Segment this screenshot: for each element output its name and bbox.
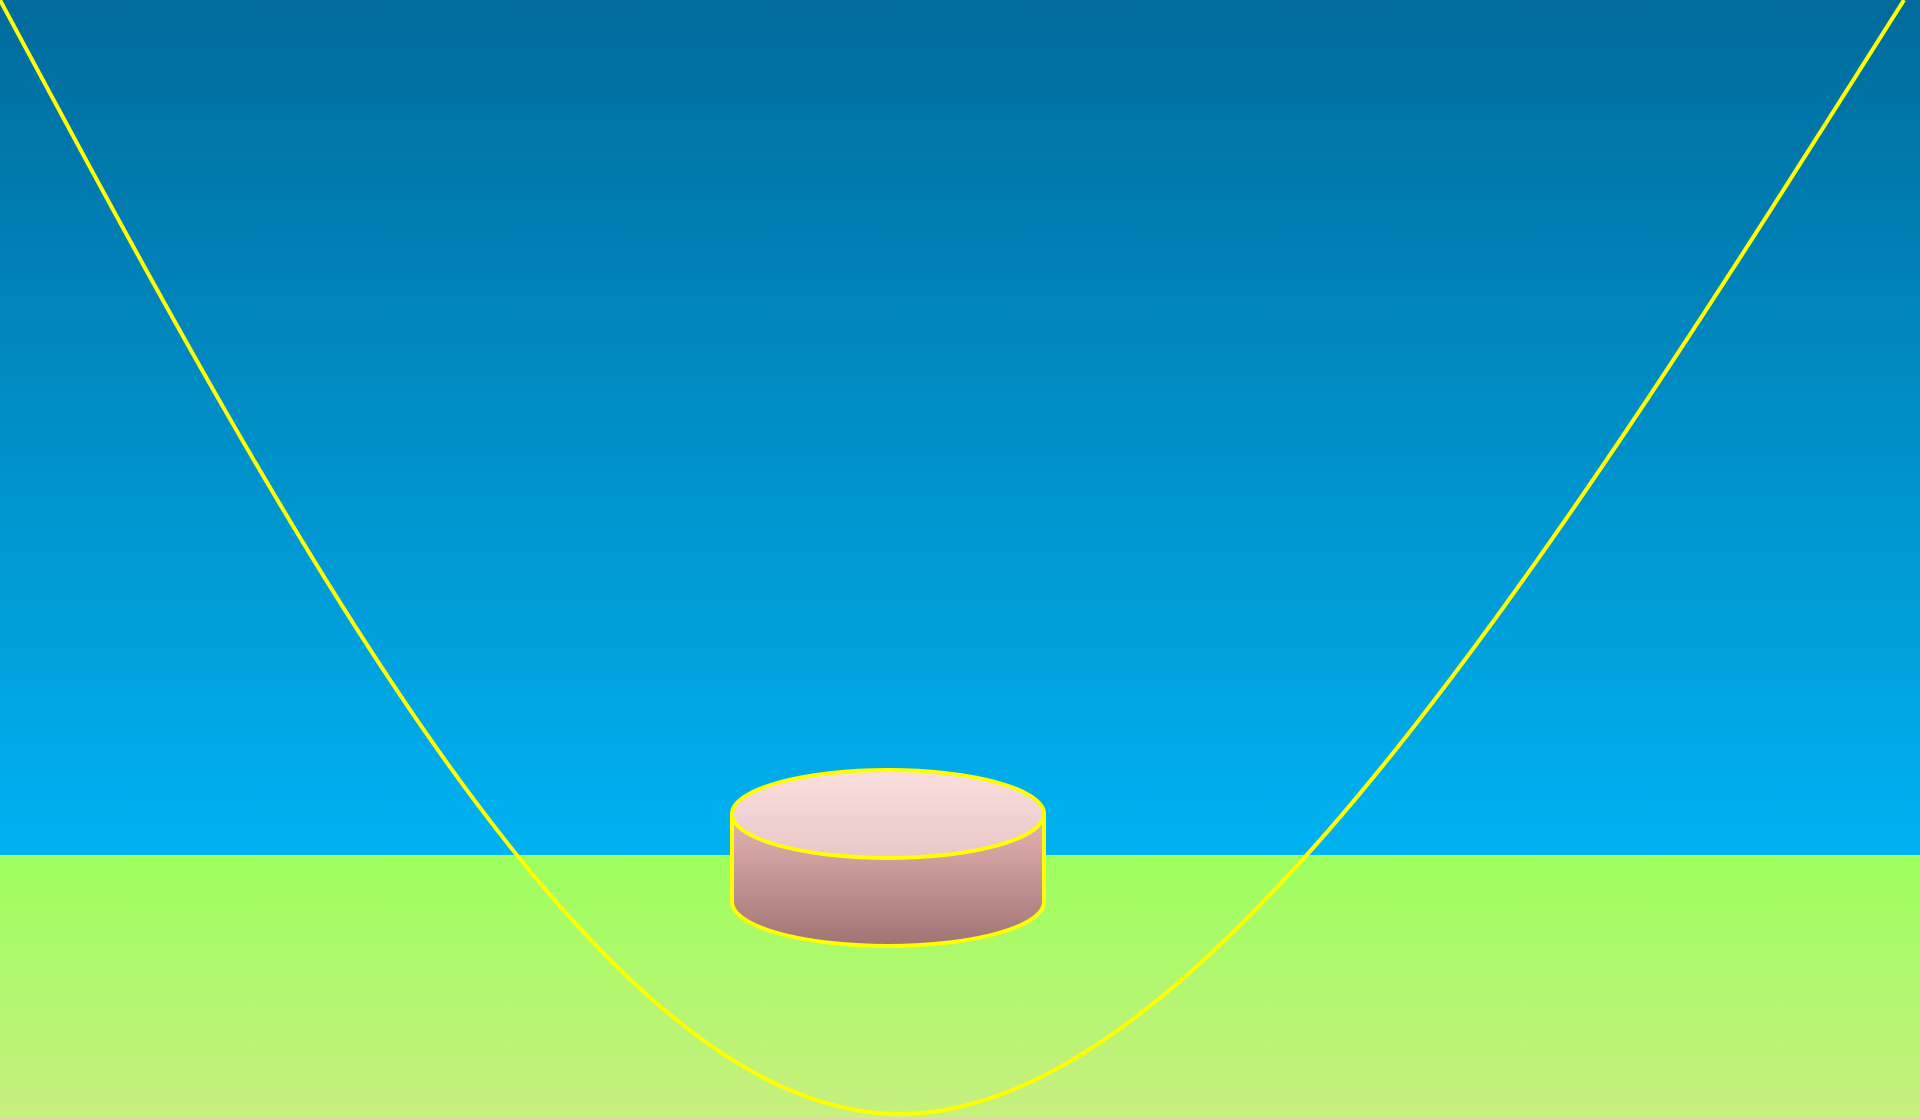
- sky: [0, 0, 1920, 855]
- skater-cylinder[interactable]: [730, 768, 1046, 948]
- cylinder-top[interactable]: [730, 768, 1046, 860]
